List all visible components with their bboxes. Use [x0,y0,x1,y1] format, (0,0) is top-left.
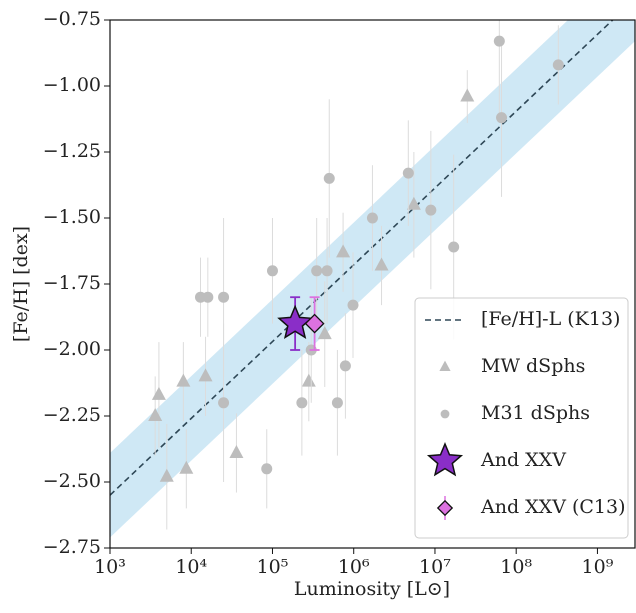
circle-marker [218,397,230,409]
triangle-marker [374,257,389,271]
circle-marker [448,241,460,253]
x-tick-label: 10⁶ [338,556,370,578]
circle-marker [311,265,323,277]
circle-marker [366,212,378,224]
triangle-marker [301,373,316,387]
x-axis-label: Luminosity [L⊙] [294,578,450,600]
triangle-marker [336,244,351,258]
circle-marker [425,204,437,216]
circle-marker [218,291,230,303]
legend-label: And XXV (C13) [480,496,626,518]
legend-label: And XXV [480,449,566,471]
circle-marker [493,35,505,47]
legend-label: MW dSphs [481,355,585,377]
plot-area [110,20,635,538]
circle-marker [321,265,333,277]
y-tick-label: −0.75 [43,8,101,30]
x-tick-label: 10⁷ [419,556,451,578]
star-marker [277,304,314,339]
triangle-marker [198,368,213,382]
circle-marker [552,59,564,71]
y-tick-label: −2.50 [43,470,101,492]
legend-label: [Fe/H]-L (K13) [481,308,620,330]
y-tick-label: −2.25 [43,404,101,426]
star-marker [426,442,464,477]
triangle-marker [148,408,163,421]
legend-label: M31 dSphs [481,402,590,424]
legend-box [414,297,629,539]
circle-marker [261,463,273,475]
triangle-marker [176,373,191,387]
y-tick-label: −1.75 [43,272,101,294]
circle-marker [347,299,359,311]
legend: [Fe/H]-L (K13) MW dSphs M31 dSphs And XXV An… [414,297,629,539]
x-tick-label: 10⁸ [500,556,532,578]
circle-marker [402,167,414,179]
x-tick-label: 10⁵ [257,556,289,578]
scatter-band [110,20,635,538]
triangle-marker [159,468,174,482]
triangle-marker [151,386,166,400]
triangle-marker [179,460,194,474]
triangle-marker [439,360,451,371]
y-tick-label: −1.00 [43,74,101,96]
diamond-marker [304,313,325,334]
circle-marker [440,409,450,419]
y-tick-label: −1.50 [43,206,101,228]
triangle-marker [460,88,475,102]
circle-marker [266,265,278,277]
circle-marker [496,112,508,124]
circle-marker [339,360,351,372]
y-axis-label: [Fe/H] [dex] [10,226,32,342]
diamond-marker [436,499,454,517]
triangle-marker [317,326,332,340]
y-tick-label: −2.75 [43,536,101,558]
triangle-marker [406,196,421,210]
circle-marker [331,397,343,409]
x-tick-label: 10⁹ [582,556,614,578]
circle-marker [323,172,335,184]
circle-marker [296,397,308,409]
x-tick-label: 10³ [94,556,126,578]
y-tick-label: −2.00 [43,338,101,360]
triangle-marker [229,444,244,458]
y-tick-label: −1.25 [43,140,101,162]
circle-marker [202,291,214,303]
x-tick-label: 10⁴ [175,556,207,578]
